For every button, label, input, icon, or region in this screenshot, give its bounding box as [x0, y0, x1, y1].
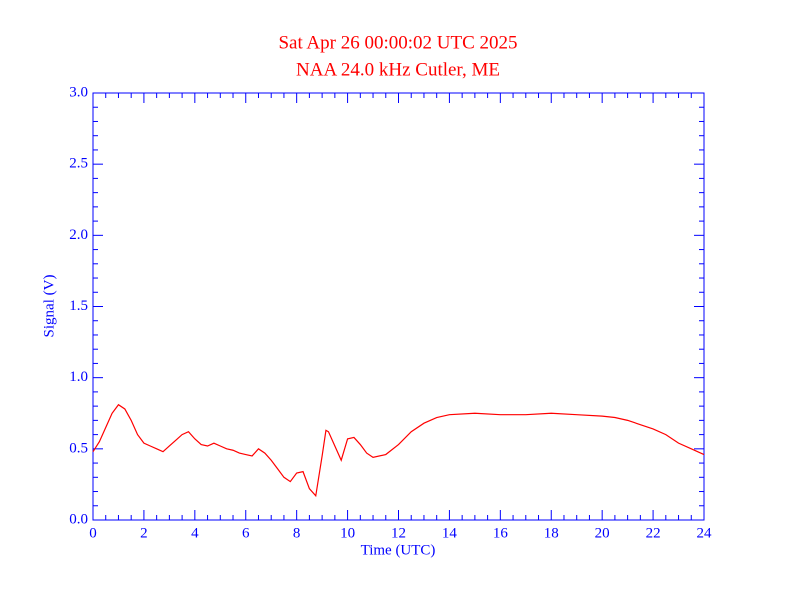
x-tick-label: 8	[293, 525, 301, 541]
y-axis-label: Signal (V)	[41, 275, 57, 338]
chart-subtitle: NAA 24.0 kHz Cutler, ME	[296, 59, 500, 80]
signal-line	[92, 403, 705, 498]
y-tick-label: 3.0	[69, 84, 88, 100]
y-tick-label: 1.0	[69, 369, 88, 385]
x-tick-label: 6	[242, 525, 250, 541]
chart-title: Sat Apr 26 00:00:02 UTC 2025	[278, 32, 517, 53]
x-tick-label: 22	[646, 525, 661, 541]
y-tick-label: 2.5	[69, 156, 88, 172]
x-tick-label: 14	[442, 525, 458, 541]
x-tick-label: 0	[89, 525, 97, 541]
x-tick-label: 10	[340, 525, 355, 541]
y-tick-label: 2.0	[69, 227, 88, 243]
x-tick-label: 2	[140, 525, 148, 541]
x-tick-label: 12	[391, 525, 406, 541]
x-axis-label: Time (UTC)	[361, 542, 436, 558]
x-tick-label: 16	[493, 525, 509, 541]
y-tick-label: 0.0	[69, 511, 88, 527]
x-tick-label: 4	[191, 525, 199, 541]
x-tick-label: 20	[595, 525, 610, 541]
y-tick-label: 0.5	[69, 440, 88, 456]
y-tick-label: 1.5	[69, 298, 88, 314]
x-tick-label: 18	[544, 525, 559, 541]
x-tick-label: 24	[697, 525, 713, 541]
plot-frame	[92, 92, 705, 521]
